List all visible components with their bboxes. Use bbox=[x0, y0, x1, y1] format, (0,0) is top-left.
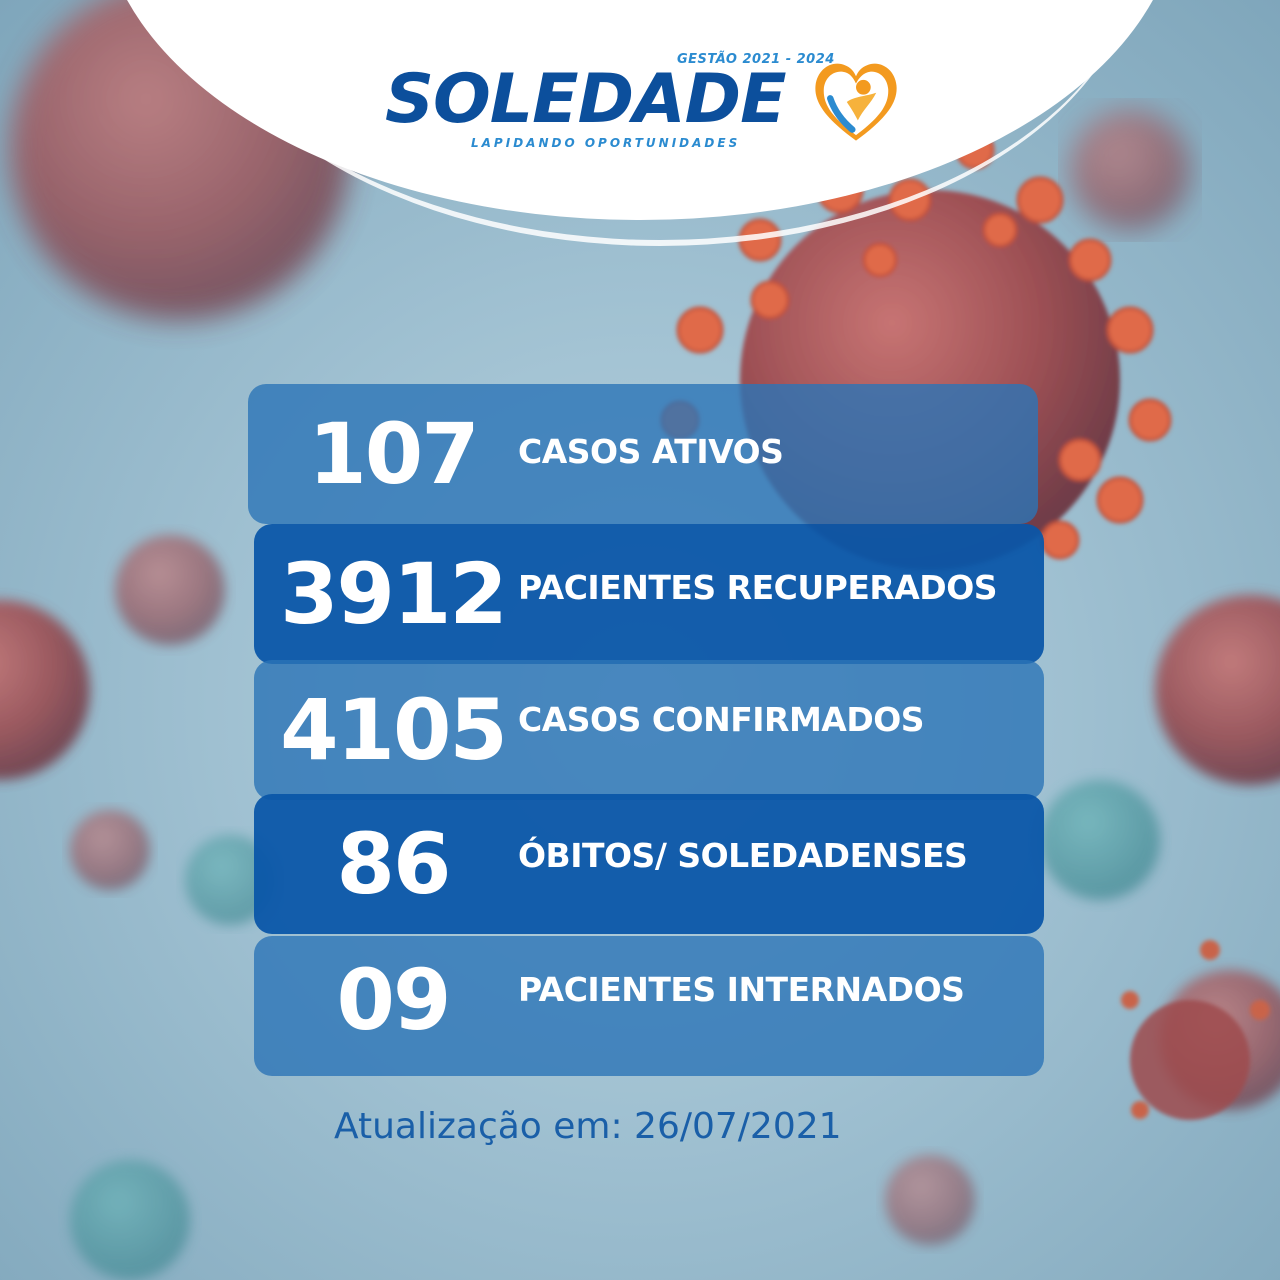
logo-wordmark: SOLEDADE bbox=[385, 60, 787, 139]
stat-label: CASOS CONFIRMADOS bbox=[518, 700, 925, 739]
update-date-text: Atualização em: 26/07/2021 bbox=[334, 1106, 842, 1147]
stat-label: ÓBITOS/ SOLEDADENSES bbox=[518, 836, 968, 875]
stat-value: 09 bbox=[336, 951, 452, 1049]
stat-label: PACIENTES INTERNADOS bbox=[518, 970, 965, 1009]
logo-term-text: GESTÃO 2021 - 2024 bbox=[677, 52, 835, 67]
stat-row-active-cases: 107 CASOS ATIVOS bbox=[248, 384, 1038, 524]
stat-value: 107 bbox=[308, 405, 479, 503]
stat-row-recovered: 3912 PACIENTES RECUPERADOS bbox=[254, 524, 1044, 664]
stat-label: PACIENTES RECUPERADOS bbox=[518, 568, 998, 607]
header-swoosh-stroke bbox=[180, 0, 1140, 246]
heart-person-icon bbox=[815, 63, 897, 141]
covid-stats-panel: 107 CASOS ATIVOS 3912 PACIENTES RECUPERA… bbox=[248, 384, 1044, 1076]
stat-value: 4105 bbox=[280, 681, 508, 779]
soledade-logo: GESTÃO 2021 - 2024 SOLEDADE LAPIDANDO OP… bbox=[385, 52, 915, 162]
stat-label: CASOS ATIVOS bbox=[518, 432, 784, 471]
stat-row-deaths: 86 ÓBITOS/ SOLEDADENSES bbox=[254, 794, 1044, 934]
stat-value: 86 bbox=[336, 815, 452, 913]
stat-row-confirmed: 4105 CASOS CONFIRMADOS bbox=[254, 660, 1044, 800]
logo-tagline: LAPIDANDO OPORTUNIDADES bbox=[471, 136, 741, 150]
stat-row-hospitalized: 09 PACIENTES INTERNADOS bbox=[254, 936, 1044, 1076]
stat-value: 3912 bbox=[280, 545, 508, 643]
